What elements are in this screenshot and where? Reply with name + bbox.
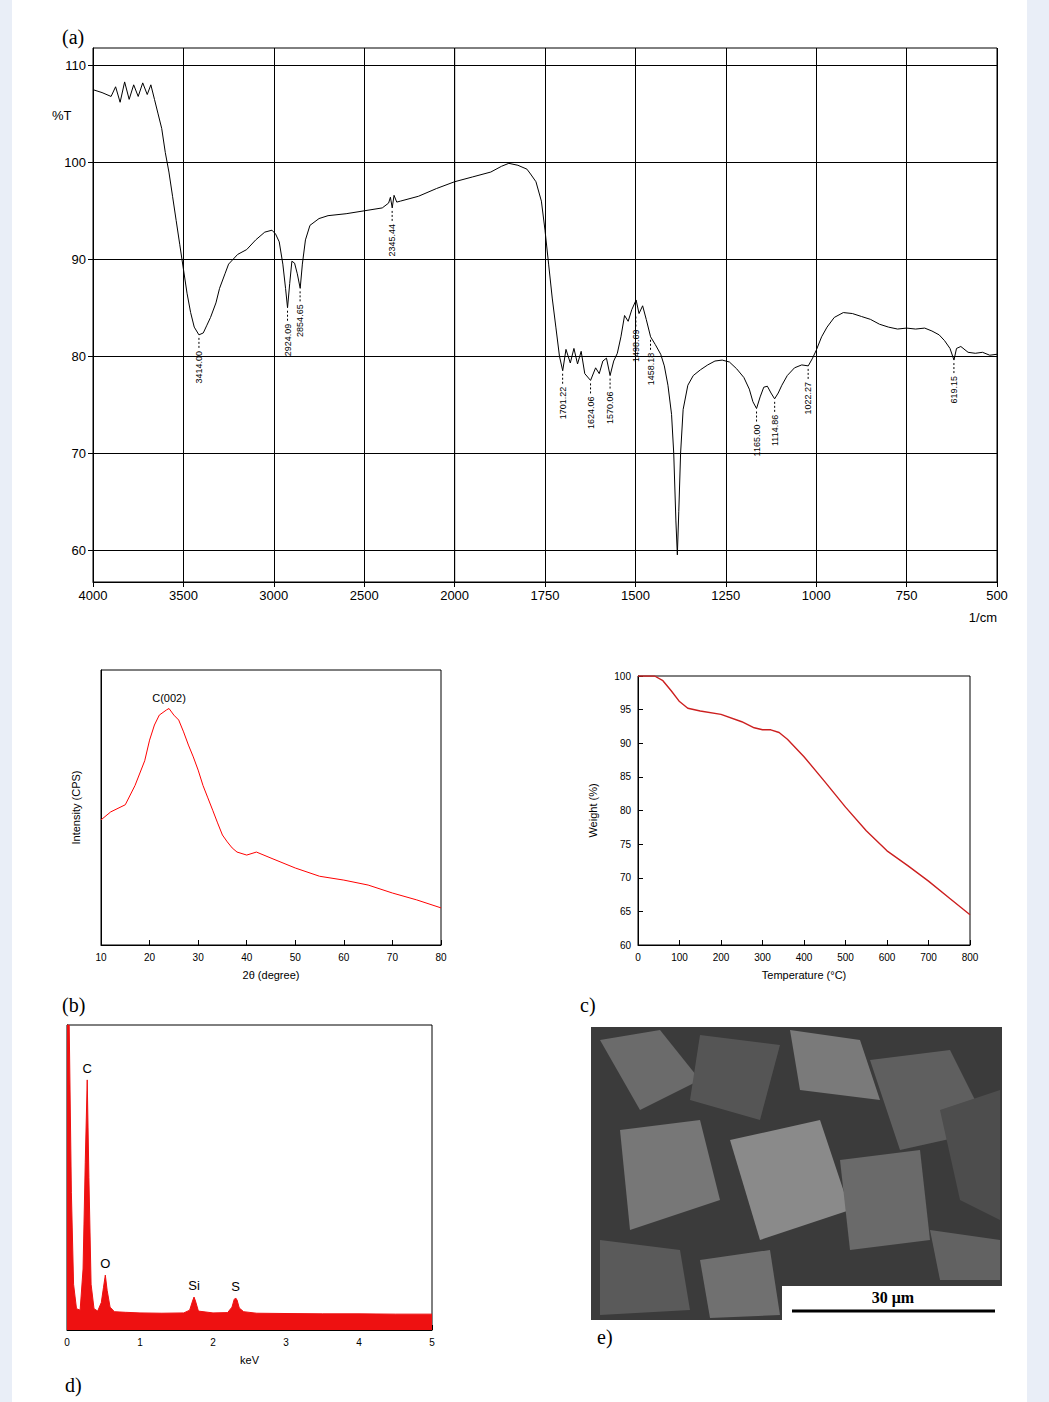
svg-text:90: 90 <box>620 738 632 749</box>
svg-text:60: 60 <box>338 952 350 963</box>
svg-text:2: 2 <box>210 1337 216 1348</box>
svg-text:85: 85 <box>620 771 632 782</box>
svg-text:4000: 4000 <box>79 588 108 603</box>
svg-text:90: 90 <box>72 252 86 267</box>
svg-text:50: 50 <box>290 952 302 963</box>
svg-text:O: O <box>100 1256 110 1271</box>
svg-text:0: 0 <box>64 1337 70 1348</box>
svg-text:60: 60 <box>72 543 86 558</box>
svg-text:2854.65: 2854.65 <box>295 304 305 337</box>
svg-text:C: C <box>83 1061 92 1076</box>
svg-text:20: 20 <box>144 952 156 963</box>
svg-text:1458.18: 1458.18 <box>646 353 656 386</box>
svg-text:S: S <box>231 1279 240 1294</box>
svg-text:100: 100 <box>671 952 688 963</box>
svg-text:100: 100 <box>64 155 86 170</box>
svg-text:800: 800 <box>962 952 979 963</box>
svg-text:1750: 1750 <box>531 588 560 603</box>
svg-text:110: 110 <box>65 58 86 73</box>
svg-text:400: 400 <box>796 952 813 963</box>
svg-text:0: 0 <box>635 952 641 963</box>
svg-text:%T: %T <box>52 108 72 123</box>
svg-text:Si: Si <box>188 1278 200 1293</box>
svg-text:100: 100 <box>614 671 631 682</box>
svg-text:80: 80 <box>620 805 632 816</box>
svg-text:Temperature (°C): Temperature (°C) <box>762 969 846 981</box>
svg-text:750: 750 <box>896 588 918 603</box>
svg-text:1: 1 <box>137 1337 143 1348</box>
svg-text:keV: keV <box>240 1354 260 1366</box>
svg-text:Intensity (CPS): Intensity (CPS) <box>70 771 82 845</box>
svg-text:2000: 2000 <box>440 588 469 603</box>
svg-text:1114.86: 1114.86 <box>770 415 780 446</box>
svg-text:300: 300 <box>754 952 771 963</box>
svg-text:4: 4 <box>356 1337 362 1348</box>
svg-text:1498.69: 1498.69 <box>631 330 641 363</box>
svg-text:2500: 2500 <box>350 588 379 603</box>
svg-text:10: 10 <box>95 952 107 963</box>
svg-text:1570.06: 1570.06 <box>605 392 615 425</box>
svg-text:1/cm: 1/cm <box>969 610 997 625</box>
svg-text:70: 70 <box>620 872 632 883</box>
svg-text:40: 40 <box>241 952 253 963</box>
svg-text:500: 500 <box>837 952 854 963</box>
svg-text:2θ (degree): 2θ (degree) <box>243 969 300 981</box>
svg-text:3414.00: 3414.00 <box>194 351 204 384</box>
svg-text:95: 95 <box>620 704 632 715</box>
svg-text:1022.27: 1022.27 <box>803 382 813 415</box>
svg-text:80: 80 <box>72 349 86 364</box>
svg-text:500: 500 <box>986 588 1008 603</box>
svg-text:60: 60 <box>620 940 632 951</box>
svg-text:d): d) <box>65 1374 82 1397</box>
svg-text:1165.00: 1165.00 <box>752 425 762 457</box>
svg-text:30: 30 <box>193 952 205 963</box>
svg-text:75: 75 <box>620 839 632 850</box>
svg-text:65: 65 <box>620 906 632 917</box>
svg-text:c): c) <box>580 994 596 1017</box>
svg-text:(a): (a) <box>62 26 84 49</box>
svg-text:C(002): C(002) <box>152 692 186 704</box>
svg-text:Weight (%): Weight (%) <box>587 783 599 837</box>
svg-text:70: 70 <box>387 952 399 963</box>
svg-text:3000: 3000 <box>259 588 288 603</box>
svg-text:80: 80 <box>435 952 447 963</box>
svg-text:1624.06: 1624.06 <box>586 396 596 429</box>
svg-text:5: 5 <box>429 1337 435 1348</box>
svg-text:600: 600 <box>879 952 896 963</box>
svg-text:70: 70 <box>72 446 86 461</box>
svg-text:3500: 3500 <box>169 588 198 603</box>
svg-text:619.15: 619.15 <box>949 376 959 404</box>
svg-text:3: 3 <box>283 1337 289 1348</box>
svg-text:200: 200 <box>713 952 730 963</box>
svg-text:e): e) <box>597 1326 613 1349</box>
svg-text:(b): (b) <box>62 994 85 1017</box>
svg-text:1500: 1500 <box>621 588 650 603</box>
svg-text:1701.22: 1701.22 <box>558 387 568 420</box>
svg-text:1250: 1250 <box>711 588 740 603</box>
svg-text:2924.09: 2924.09 <box>283 324 293 357</box>
svg-text:30 μm: 30 μm <box>872 1289 915 1307</box>
svg-text:2345.44: 2345.44 <box>387 224 397 257</box>
svg-text:1000: 1000 <box>802 588 831 603</box>
svg-text:700: 700 <box>920 952 937 963</box>
